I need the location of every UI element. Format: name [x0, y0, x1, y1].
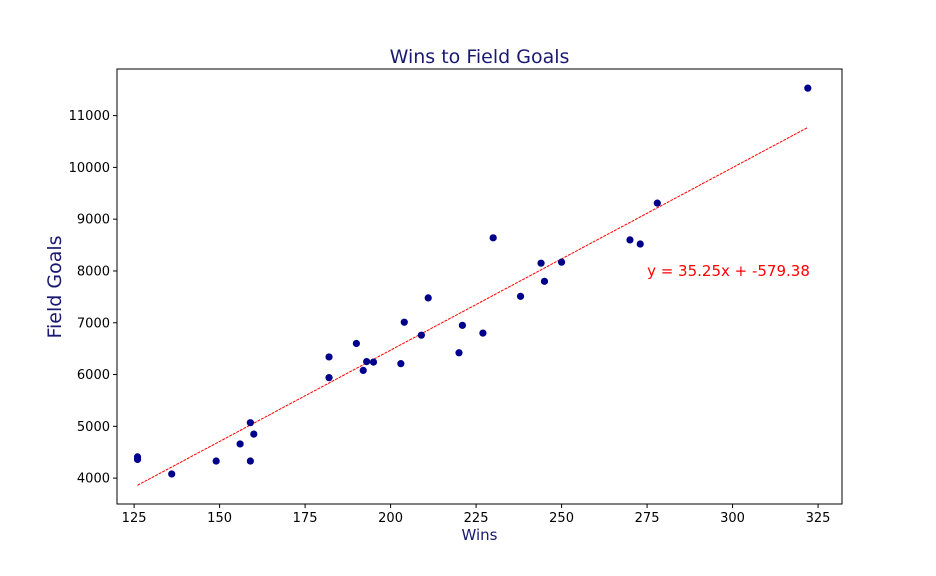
data-point	[626, 236, 634, 244]
data-point	[246, 457, 254, 465]
axis-ticks: 125 150 175 200 225 250 275 300 325 4000 5000 6000 7…	[69, 109, 831, 526]
y-tick-label: 11000	[69, 109, 110, 124]
data-point	[479, 329, 487, 337]
x-tick-label: 225	[464, 511, 489, 526]
data-point	[250, 430, 258, 438]
y-tick-label: 7000	[77, 316, 110, 331]
x-tick-label: 125	[122, 511, 147, 526]
x-tick-label: 200	[378, 511, 403, 526]
data-point	[557, 258, 566, 266]
data-point	[417, 331, 425, 339]
y-tick-label: 8000	[77, 264, 110, 279]
regression-equation: y = 35.25x + -579.38	[647, 262, 810, 280]
data-point	[458, 321, 467, 329]
y-tick-label: 6000	[77, 368, 110, 383]
x-tick-label: 325	[806, 511, 831, 526]
plot-frame	[116, 68, 843, 505]
data-point	[400, 318, 408, 326]
plot-background	[117, 69, 842, 504]
x-tick-label: 175	[293, 511, 318, 526]
chart-title: Wins to Field Goals	[390, 46, 570, 68]
data-point	[489, 234, 497, 242]
data-point	[369, 358, 378, 366]
x-tick-label: 250	[549, 511, 574, 526]
data-point	[325, 374, 333, 382]
data-point	[212, 457, 220, 465]
data-point	[636, 240, 644, 248]
data-point	[455, 349, 463, 357]
y-tick-label: 9000	[77, 213, 110, 228]
x-tick-label: 275	[635, 511, 660, 526]
data-point	[653, 199, 661, 207]
y-tick-label: 5000	[77, 420, 110, 435]
data-point	[537, 259, 545, 267]
data-point	[363, 357, 371, 366]
x-axis-label: Wins	[462, 526, 498, 544]
y-tick-label: 10000	[69, 161, 110, 176]
y-axis-label: Field Goals	[44, 235, 66, 338]
y-tick-label: 4000	[77, 472, 110, 487]
data-point	[424, 294, 432, 302]
data-point	[804, 84, 812, 92]
x-tick-label: 300	[720, 511, 745, 526]
data-point	[359, 366, 367, 374]
data-point	[168, 470, 176, 478]
data-point	[246, 419, 254, 427]
data-point	[540, 277, 549, 285]
data-point	[236, 440, 244, 448]
x-tick-label: 150	[207, 511, 232, 526]
data-point	[325, 353, 333, 361]
data-point	[352, 339, 360, 348]
data-point	[133, 455, 142, 464]
data-point	[397, 360, 405, 368]
data-point	[516, 292, 525, 300]
data-marks	[133, 84, 812, 486]
